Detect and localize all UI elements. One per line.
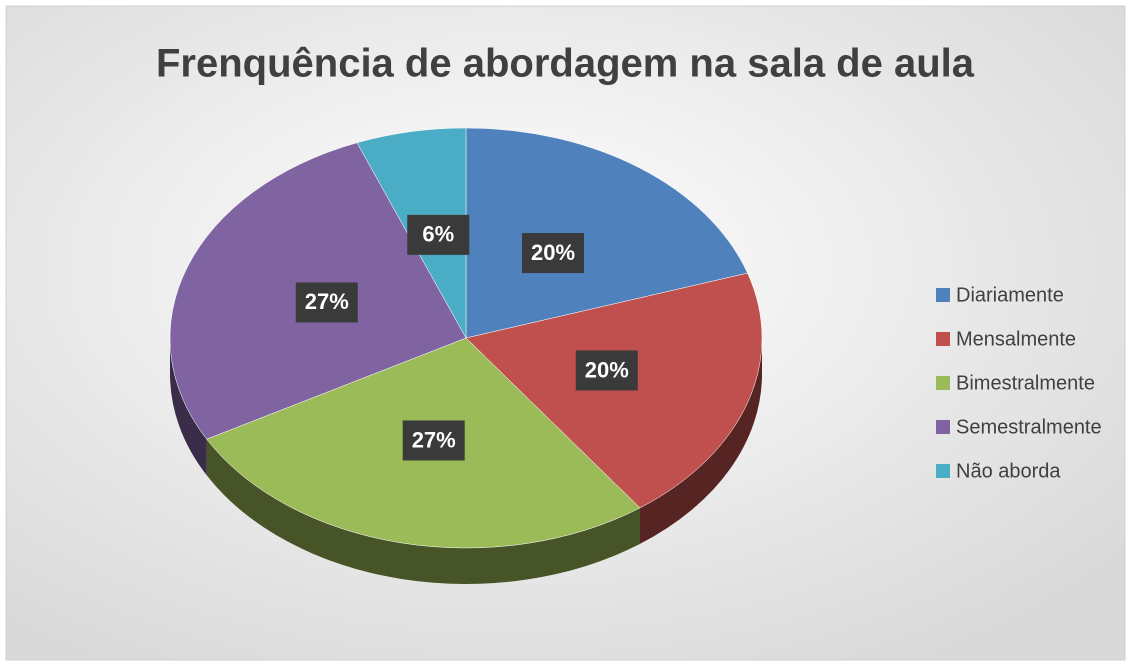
data-label-box [521, 233, 584, 274]
legend-swatch [936, 332, 950, 346]
data-label-box [407, 214, 470, 255]
legend-swatch [936, 464, 950, 478]
data-label-box [295, 282, 358, 323]
legend-label: Bimestralmente [956, 372, 1095, 394]
legend-swatch [936, 420, 950, 434]
legend-swatch [936, 376, 950, 390]
data-label-box [575, 350, 638, 391]
legend-label: Semestralmente [956, 416, 1102, 438]
data-label: 27% [305, 289, 349, 314]
legend: Diariamente Mensalmente Bimestralmente Seme… [936, 284, 1102, 482]
slice [465, 272, 763, 509]
data-label: 20% [531, 240, 575, 265]
slice-side [639, 338, 762, 544]
slice [465, 127, 748, 339]
data-label: 6% [422, 222, 454, 247]
slice-side [170, 338, 207, 476]
chart-title: Frenquência de abordagem na sala de aula [156, 42, 975, 86]
legend-label: Não aborda [956, 460, 1061, 482]
pie: 20% 20% 27% 27% 6% [169, 127, 763, 584]
slice-side [206, 439, 640, 584]
legend-label: Diariamente [956, 284, 1064, 306]
legend-label: Mensalmente [956, 328, 1076, 350]
legend-swatch [936, 288, 950, 302]
data-label: 20% [585, 357, 629, 382]
data-label-box [402, 420, 465, 461]
data-label: 27% [412, 427, 456, 452]
